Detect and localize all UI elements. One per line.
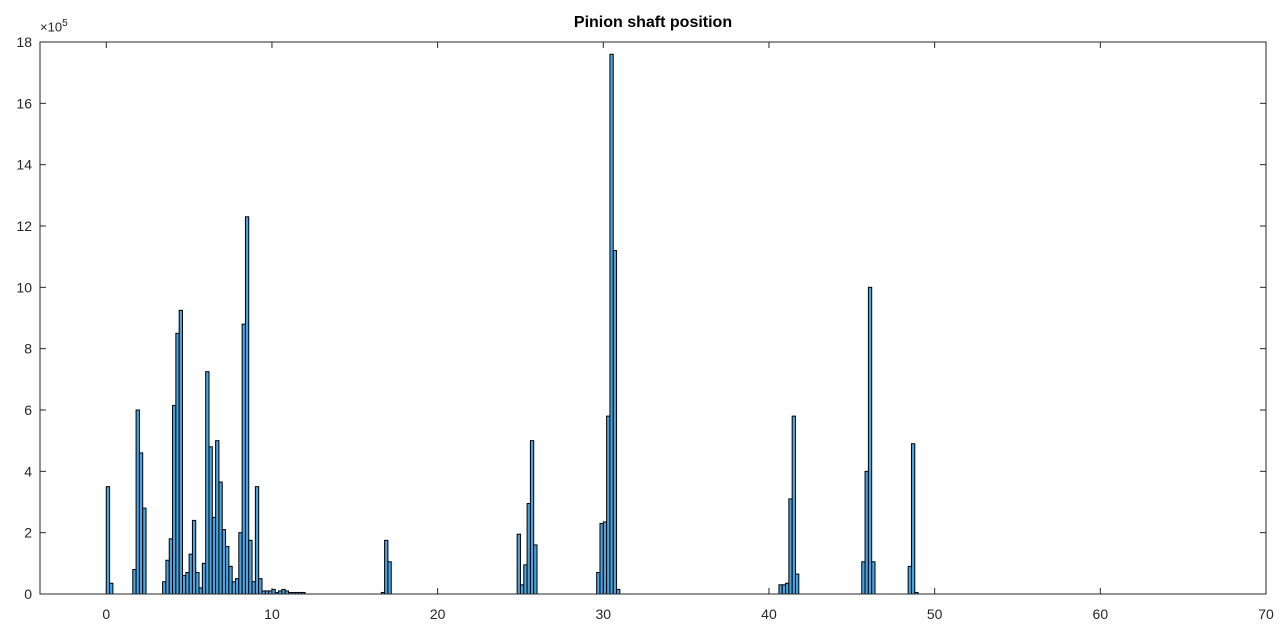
bars-group [105,53,919,595]
bar [254,486,260,595]
y-tick-label: 2 [24,525,32,541]
y-tick-label: 14 [16,157,32,173]
bar [142,507,147,595]
x-tick-label: 0 [102,606,110,622]
x-tick-label: 70 [1258,606,1274,622]
y-exponent-label: ×105 [40,18,68,34]
bar [794,573,800,595]
bar [612,250,618,595]
bar [105,486,111,595]
y-exponent-power: 5 [62,18,68,29]
bar [533,544,538,595]
plot-box [39,41,1267,595]
bar [867,286,873,595]
bar [387,561,392,595]
bar [910,443,916,595]
y-tick-label: 16 [16,95,32,111]
y-tick-label: 8 [24,341,32,357]
x-tick-label: 20 [430,606,446,622]
y-tick-label: 4 [24,463,32,479]
y-tick-label: 0 [24,586,32,602]
bar [109,582,114,595]
bar [871,561,876,595]
x-tick-label: 10 [264,606,280,622]
x-tick-label: 30 [596,606,612,622]
y-tick-label: 6 [24,402,32,418]
bar [178,309,183,595]
x-tick-label: 60 [1093,606,1109,622]
y-tick-label: 10 [16,279,32,295]
y-exponent-base: ×10 [40,19,63,35]
x-tick-label: 50 [927,606,943,622]
x-tick-label: 40 [761,606,777,622]
bar [244,216,250,595]
axes-group: 0 10 20 30 40 50 60 70 0 2 4 6 8 10 12 14 16 18 [16,34,1274,622]
y-tick-label: 18 [16,34,32,50]
bar [791,415,796,595]
y-tick-label: 12 [16,218,32,234]
bar [616,588,621,595]
chart-title: Pinion shaft position [573,14,733,31]
